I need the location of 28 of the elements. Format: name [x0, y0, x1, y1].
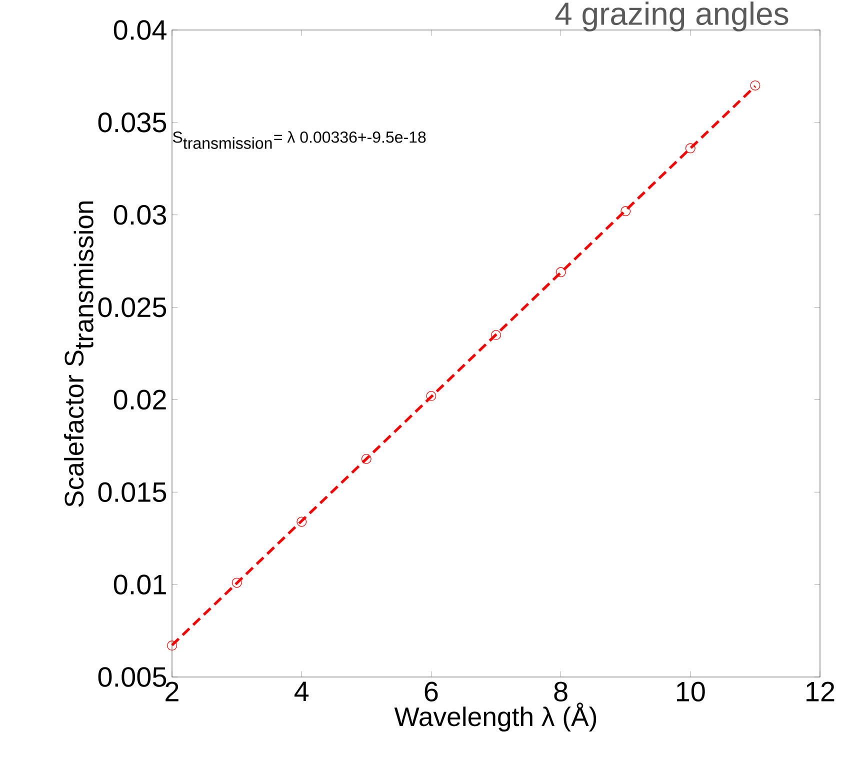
point	[296, 516, 307, 527]
x-tick-label: 4	[294, 682, 309, 701]
annotation: 4 grazing angles	[555, 2, 788, 32]
point	[232, 578, 242, 588]
point	[620, 206, 631, 216]
y-tick-label: 0.01	[114, 574, 166, 594]
point	[426, 391, 436, 402]
y-tick-label: 0.015	[98, 482, 166, 502]
y-tick-label: 0.02	[114, 390, 166, 410]
y-axis-title: $\textrm{Scalefactor S}_{\textrm{transmission}}$	[64, 201, 94, 507]
annotation: $\textrm{S}_{\textrm{transmission}}\textrm{= λ 0.00336+-9.5e-18}$	[173, 131, 426, 149]
x-axis-title: Wavelength λ (Å)	[394, 702, 596, 732]
point	[685, 143, 696, 154]
x-tick-label: 6	[424, 682, 438, 702]
point	[750, 80, 760, 90]
point	[491, 330, 501, 340]
x-tick-label: 10	[676, 682, 705, 702]
point	[361, 454, 372, 464]
x-tick-label: 2	[166, 682, 178, 702]
y-tick-label: 0.04	[114, 20, 166, 40]
y-tick-label: 0.03	[114, 204, 166, 225]
y-tick-label: 0.025	[98, 297, 166, 318]
x-tick-label: 8	[554, 682, 568, 702]
point	[556, 267, 566, 278]
point	[167, 640, 178, 651]
y-tick-label: 0.005	[98, 667, 166, 687]
x-tick-label: 12	[806, 682, 834, 702]
y-tick-label: 0.035	[98, 112, 166, 132]
